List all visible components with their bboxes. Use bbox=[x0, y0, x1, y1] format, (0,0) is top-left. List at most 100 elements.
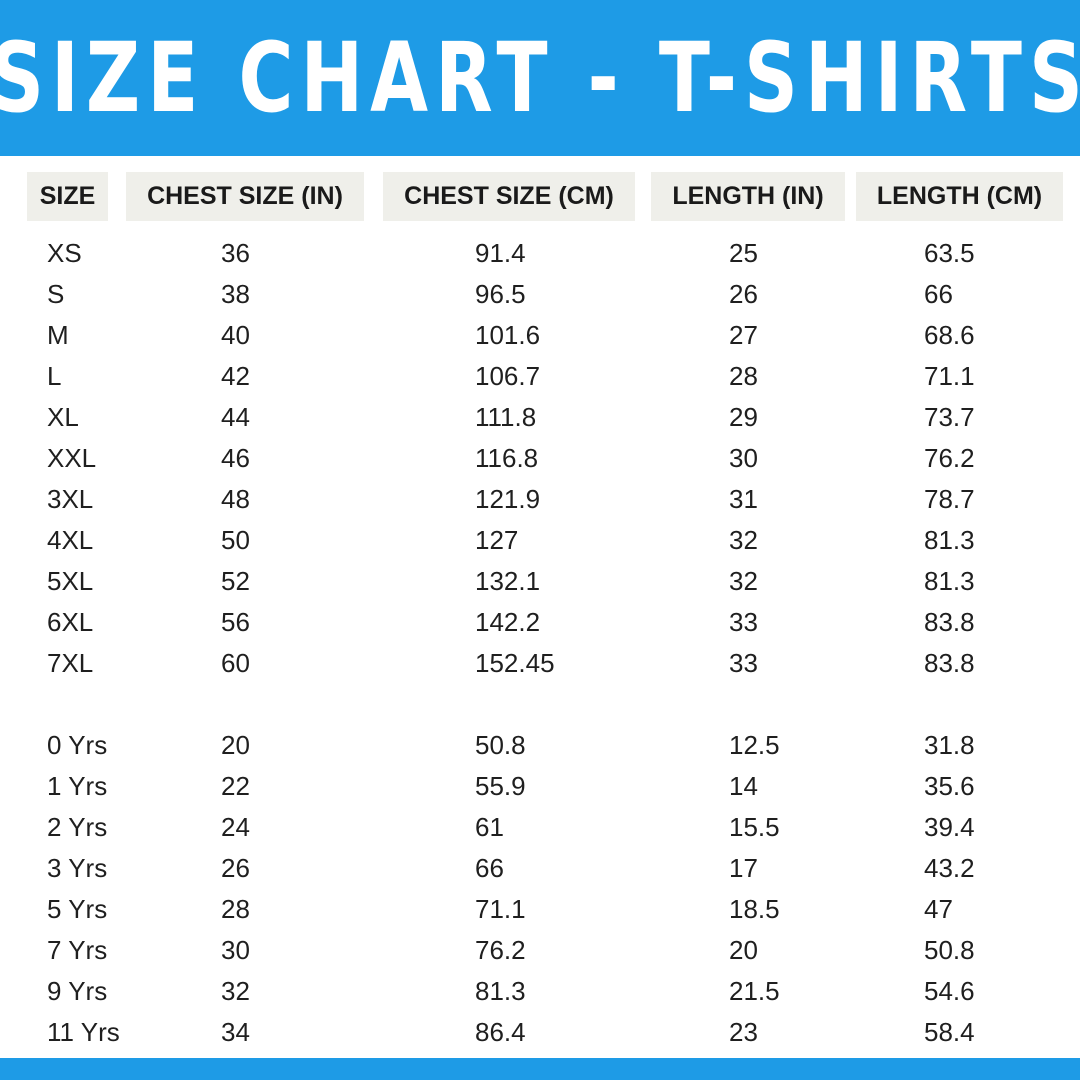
table-cell: 20 bbox=[729, 935, 758, 965]
table-row: 7XL 60 152.45 33 83.8 bbox=[0, 643, 1080, 684]
page-title: SIZE CHART - T-SHIRTS bbox=[0, 22, 1080, 134]
table-cell: 35.6 bbox=[924, 771, 975, 801]
table-row: 0 Yrs 20 50.8 12.5 31.8 bbox=[0, 725, 1080, 766]
table-cell: 5 Yrs bbox=[47, 894, 108, 924]
table-cell: 43.2 bbox=[924, 853, 975, 883]
table-cell: 18.5 bbox=[729, 894, 780, 924]
table-cell: 36 bbox=[221, 238, 250, 268]
table-cell: 40 bbox=[221, 320, 250, 350]
table-cell: 83.8 bbox=[924, 648, 975, 678]
table-cell: 7 Yrs bbox=[47, 935, 108, 965]
table-row: 2 Yrs 24 61 15.5 39.4 bbox=[0, 807, 1080, 848]
size-table-body: XS 36 91.4 25 63.5 S 38 96.5 26 66 M 40 101.6 27 68.6 L… bbox=[0, 233, 1080, 1053]
table-cell: 47 bbox=[924, 894, 953, 924]
table-cell: 73.7 bbox=[924, 402, 975, 432]
table-cell: XXL bbox=[47, 443, 97, 473]
table-row: 5 Yrs 28 71.1 18.5 47 bbox=[0, 889, 1080, 930]
table-cell: 1 Yrs bbox=[47, 771, 108, 801]
table-cell: 61 bbox=[475, 812, 504, 842]
table-row: S 38 96.5 26 66 bbox=[0, 274, 1080, 315]
table-row: 7 Yrs 30 76.2 20 50.8 bbox=[0, 930, 1080, 971]
table-cell: 32 bbox=[729, 525, 758, 555]
table-cell: 12.5 bbox=[729, 730, 780, 760]
table-cell: 28 bbox=[221, 894, 250, 924]
column-header-chest-cm: CHEST SIZE (CM) bbox=[383, 172, 635, 221]
table-cell: 106.7 bbox=[475, 361, 541, 391]
table-cell: 86.4 bbox=[475, 1017, 526, 1047]
table-cell: 66 bbox=[475, 853, 504, 883]
footer-bar bbox=[0, 1058, 1080, 1080]
table-cell: 55.9 bbox=[475, 771, 526, 801]
table-cell: 71.1 bbox=[475, 894, 526, 924]
table-cell: 56 bbox=[221, 607, 250, 637]
table-cell: 14 bbox=[729, 771, 758, 801]
table-cell: 116.8 bbox=[475, 443, 539, 473]
table-cell: 142.2 bbox=[475, 607, 541, 637]
table-row: 4XL 50 127 32 81.3 bbox=[0, 520, 1080, 561]
table-cell: 127 bbox=[475, 525, 519, 555]
table-cell: 34 bbox=[221, 1017, 250, 1047]
table-row: 3 Yrs 26 66 17 43.2 bbox=[0, 848, 1080, 889]
table-cell: 0 Yrs bbox=[47, 730, 108, 760]
table-cell: XS bbox=[47, 238, 82, 268]
table-cell: 23 bbox=[729, 1017, 758, 1047]
table-cell: 26 bbox=[729, 279, 758, 309]
table-cell: 68.6 bbox=[924, 320, 975, 350]
table-cell: 81.3 bbox=[475, 976, 526, 1006]
table-cell: 152.45 bbox=[475, 648, 555, 678]
table-cell: S bbox=[47, 279, 65, 309]
table-cell: 26 bbox=[221, 853, 250, 883]
table-row: 9 Yrs 32 81.3 21.5 54.6 bbox=[0, 971, 1080, 1012]
table-cell: 39.4 bbox=[924, 812, 975, 842]
table-cell: 81.3 bbox=[924, 525, 975, 555]
table-cell: 78.7 bbox=[924, 484, 975, 514]
table-cell: 42 bbox=[221, 361, 250, 391]
row-spacer bbox=[0, 684, 1080, 725]
column-header-length-cm: LENGTH (CM) bbox=[856, 172, 1063, 221]
table-row: L 42 106.7 28 71.1 bbox=[0, 356, 1080, 397]
table-cell: 3XL bbox=[47, 484, 94, 514]
table-row: XXL 46 116.8 30 76.2 bbox=[0, 438, 1080, 479]
table-cell: 15.5 bbox=[729, 812, 780, 842]
table-row: 1 Yrs 22 55.9 14 35.6 bbox=[0, 766, 1080, 807]
table-cell: 30 bbox=[729, 443, 758, 473]
table-row: 3XL 48 121.9 31 78.7 bbox=[0, 479, 1080, 520]
table-cell: 71.1 bbox=[924, 361, 975, 391]
table-cell: 6XL bbox=[47, 607, 94, 637]
table-cell: 31.8 bbox=[924, 730, 975, 760]
table-row: 5XL 52 132.1 32 81.3 bbox=[0, 561, 1080, 602]
table-row: XS 36 91.4 25 63.5 bbox=[0, 233, 1080, 274]
table-cell: 33 bbox=[729, 648, 758, 678]
table-cell: 58.4 bbox=[924, 1017, 975, 1047]
table-cell: 101.6 bbox=[475, 320, 541, 350]
table-cell: 121.9 bbox=[475, 484, 541, 514]
table-cell: 31 bbox=[729, 484, 758, 514]
table-cell: 5XL bbox=[47, 566, 94, 596]
table-row: 6XL 56 142.2 33 83.8 bbox=[0, 602, 1080, 643]
table-cell: 50.8 bbox=[475, 730, 526, 760]
table-cell: 33 bbox=[729, 607, 758, 637]
table-cell: 29 bbox=[729, 402, 758, 432]
table-cell: L bbox=[47, 361, 62, 391]
table-cell: XL bbox=[47, 402, 79, 432]
table-cell: 76.2 bbox=[924, 443, 975, 473]
table-cell: 96.5 bbox=[475, 279, 526, 309]
table-cell: 38 bbox=[221, 279, 250, 309]
table-cell: 132.1 bbox=[475, 566, 541, 596]
table-cell: 83.8 bbox=[924, 607, 975, 637]
table-cell: 27 bbox=[729, 320, 758, 350]
table-cell: 44 bbox=[221, 402, 250, 432]
table-cell: 91.4 bbox=[475, 238, 526, 268]
table-cell: 81.3 bbox=[924, 566, 975, 596]
table-cell: 9 Yrs bbox=[47, 976, 108, 1006]
table-cell: 66 bbox=[924, 279, 953, 309]
table-cell: 60 bbox=[221, 648, 250, 678]
table-cell: 25 bbox=[729, 238, 758, 268]
table-cell: 11 Yrs bbox=[47, 1017, 120, 1047]
table-cell: 76.2 bbox=[475, 935, 526, 965]
table-cell: 22 bbox=[221, 771, 250, 801]
table-cell: 46 bbox=[221, 443, 250, 473]
table-cell: 50.8 bbox=[924, 935, 975, 965]
table-cell: 17 bbox=[729, 853, 758, 883]
table-cell: 30 bbox=[221, 935, 250, 965]
